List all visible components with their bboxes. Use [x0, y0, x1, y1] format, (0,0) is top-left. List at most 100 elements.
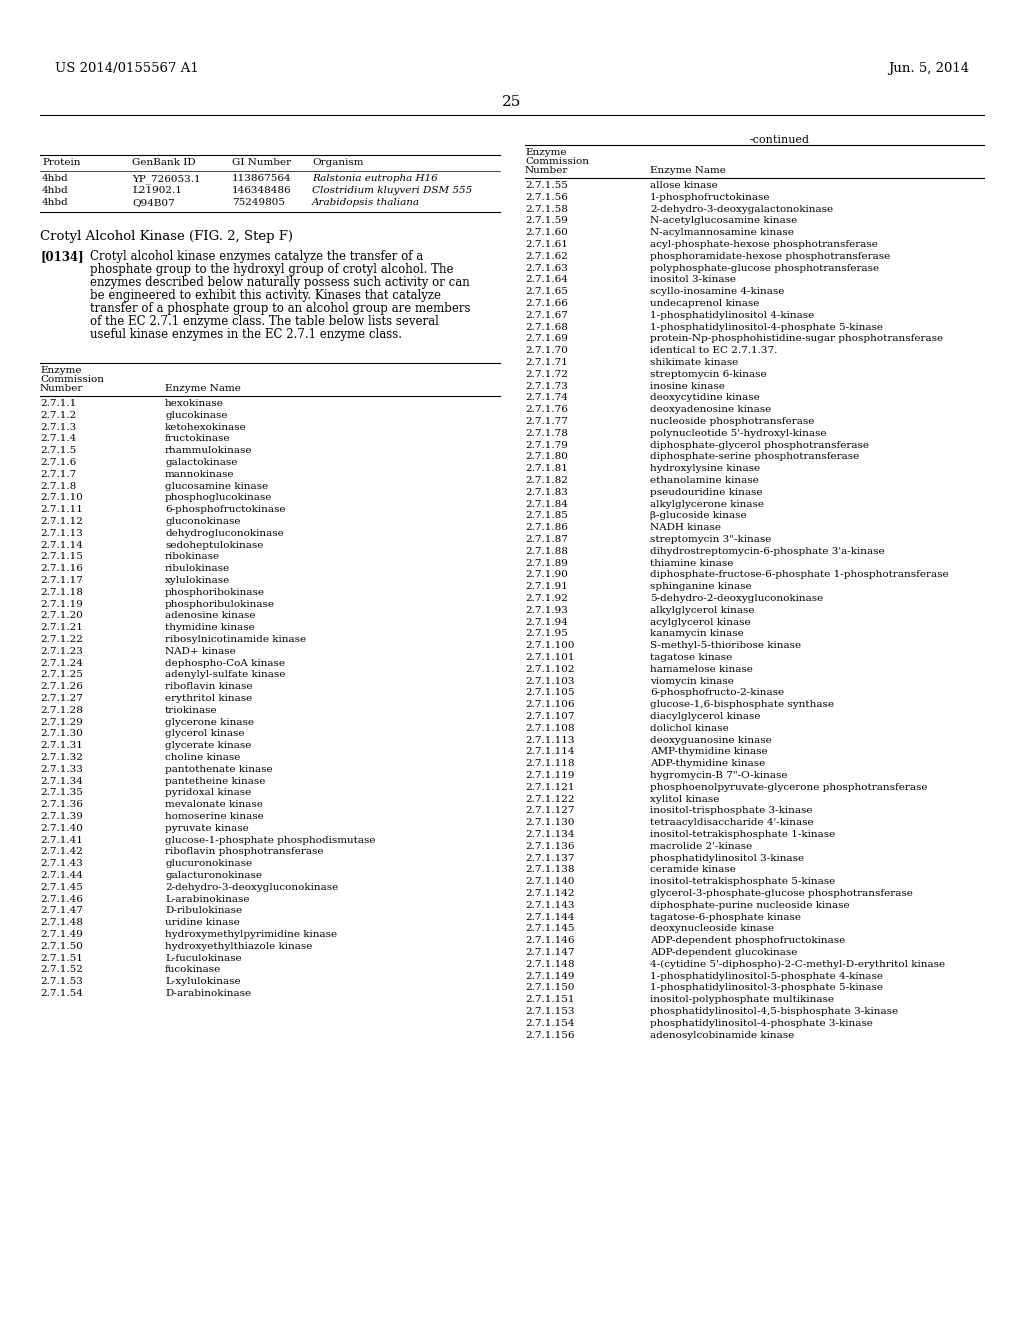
Text: 2.7.1.147: 2.7.1.147 [525, 948, 574, 957]
Text: alkylglycerol kinase: alkylglycerol kinase [650, 606, 755, 615]
Text: diphosphate-fructose-6-phosphate 1-phosphotransferase: diphosphate-fructose-6-phosphate 1-phosp… [650, 570, 948, 579]
Text: 2.7.1.12: 2.7.1.12 [40, 517, 83, 525]
Text: 2.7.1.52: 2.7.1.52 [40, 965, 83, 974]
Text: transfer of a phosphate group to an alcohol group are members: transfer of a phosphate group to an alco… [90, 302, 470, 315]
Text: 2.7.1.16: 2.7.1.16 [40, 564, 83, 573]
Text: 2.7.1.31: 2.7.1.31 [40, 742, 83, 750]
Text: pantetheine kinase: pantetheine kinase [165, 776, 265, 785]
Text: 2.7.1.108: 2.7.1.108 [525, 723, 574, 733]
Text: L-fuculokinase: L-fuculokinase [165, 953, 242, 962]
Text: -continued: -continued [750, 135, 810, 145]
Text: adenylyl-sulfate kinase: adenylyl-sulfate kinase [165, 671, 286, 680]
Text: 2.7.1.29: 2.7.1.29 [40, 718, 83, 726]
Text: 5-dehydro-2-deoxygluconokinase: 5-dehydro-2-deoxygluconokinase [650, 594, 823, 603]
Text: 2.7.1.82: 2.7.1.82 [525, 477, 568, 484]
Text: 2.7.1.24: 2.7.1.24 [40, 659, 83, 668]
Text: 2.7.1.102: 2.7.1.102 [525, 665, 574, 673]
Text: Protein: Protein [42, 158, 81, 168]
Text: 2.7.1.47: 2.7.1.47 [40, 907, 83, 915]
Text: Commission: Commission [40, 375, 104, 384]
Text: [0134]: [0134] [40, 249, 84, 263]
Text: identical to EC 2.7.1.37.: identical to EC 2.7.1.37. [650, 346, 777, 355]
Text: 2.7.1.86: 2.7.1.86 [525, 523, 568, 532]
Text: AMP-thymidine kinase: AMP-thymidine kinase [650, 747, 768, 756]
Text: 2.7.1.121: 2.7.1.121 [525, 783, 574, 792]
Text: allose kinase: allose kinase [650, 181, 718, 190]
Text: Jun. 5, 2014: Jun. 5, 2014 [888, 62, 969, 75]
Text: 2.7.1.79: 2.7.1.79 [525, 441, 568, 450]
Text: 2.7.1.61: 2.7.1.61 [525, 240, 568, 249]
Text: tetraacyldisaccharide 4'-kinase: tetraacyldisaccharide 4'-kinase [650, 818, 814, 828]
Text: L-arabinokinase: L-arabinokinase [165, 895, 250, 904]
Text: hamamelose kinase: hamamelose kinase [650, 665, 753, 673]
Text: 2.7.1.146: 2.7.1.146 [525, 936, 574, 945]
Text: 2.7.1.149: 2.7.1.149 [525, 972, 574, 981]
Text: 2.7.1.84: 2.7.1.84 [525, 499, 568, 508]
Text: 2.7.1.18: 2.7.1.18 [40, 587, 83, 597]
Text: D-ribulokinase: D-ribulokinase [165, 907, 242, 915]
Text: 2.7.1.3: 2.7.1.3 [40, 422, 76, 432]
Text: ketohexokinase: ketohexokinase [165, 422, 247, 432]
Text: mevalonate kinase: mevalonate kinase [165, 800, 263, 809]
Text: dolichol kinase: dolichol kinase [650, 723, 729, 733]
Text: macrolide 2'-kinase: macrolide 2'-kinase [650, 842, 753, 851]
Text: 2.7.1.94: 2.7.1.94 [525, 618, 568, 627]
Text: 2.7.1.34: 2.7.1.34 [40, 776, 83, 785]
Text: adenosine kinase: adenosine kinase [165, 611, 256, 620]
Text: 2.7.1.54: 2.7.1.54 [40, 989, 83, 998]
Text: Q94B07: Q94B07 [132, 198, 175, 207]
Text: 2.7.1.13: 2.7.1.13 [40, 529, 83, 537]
Text: be engineered to exhibit this activity. Kinases that catalyze: be engineered to exhibit this activity. … [90, 289, 441, 302]
Text: pantothenate kinase: pantothenate kinase [165, 764, 272, 774]
Text: 2.7.1.137: 2.7.1.137 [525, 854, 574, 862]
Text: nucleoside phosphotransferase: nucleoside phosphotransferase [650, 417, 814, 426]
Text: 2.7.1.22: 2.7.1.22 [40, 635, 83, 644]
Text: inositol-tetrakisphosphate 1-kinase: inositol-tetrakisphosphate 1-kinase [650, 830, 836, 840]
Text: 2.7.1.46: 2.7.1.46 [40, 895, 83, 904]
Text: 2.7.1.7: 2.7.1.7 [40, 470, 76, 479]
Text: 6-phosphofructokinase: 6-phosphofructokinase [165, 506, 286, 515]
Text: 2.7.1.56: 2.7.1.56 [525, 193, 568, 202]
Text: 2.7.1.93: 2.7.1.93 [525, 606, 568, 615]
Text: L21902.1: L21902.1 [132, 186, 182, 195]
Text: 2.7.1.122: 2.7.1.122 [525, 795, 574, 804]
Text: 2.7.1.85: 2.7.1.85 [525, 511, 568, 520]
Text: 2.7.1.71: 2.7.1.71 [525, 358, 568, 367]
Text: 1-phosphatidylinositol 4-kinase: 1-phosphatidylinositol 4-kinase [650, 310, 814, 319]
Text: 1-phosphatidylinositol-3-phosphate 5-kinase: 1-phosphatidylinositol-3-phosphate 5-kin… [650, 983, 883, 993]
Text: hexokinase: hexokinase [165, 399, 224, 408]
Text: 2.7.1.130: 2.7.1.130 [525, 818, 574, 828]
Text: 2.7.1.25: 2.7.1.25 [40, 671, 83, 680]
Text: 2.7.1.80: 2.7.1.80 [525, 453, 568, 462]
Text: triokinase: triokinase [165, 706, 218, 715]
Text: 2.7.1.119: 2.7.1.119 [525, 771, 574, 780]
Text: 1-phosphofructokinase: 1-phosphofructokinase [650, 193, 770, 202]
Text: phosphoglucokinase: phosphoglucokinase [165, 494, 272, 503]
Text: 2.7.1.105: 2.7.1.105 [525, 689, 574, 697]
Text: 2.7.1.4: 2.7.1.4 [40, 434, 76, 444]
Text: 2.7.1.66: 2.7.1.66 [525, 300, 568, 308]
Text: 2.7.1.113: 2.7.1.113 [525, 735, 574, 744]
Text: 2.7.1.69: 2.7.1.69 [525, 334, 568, 343]
Text: 2.7.1.6: 2.7.1.6 [40, 458, 76, 467]
Text: glucosamine kinase: glucosamine kinase [165, 482, 268, 491]
Text: 2.7.1.142: 2.7.1.142 [525, 888, 574, 898]
Text: 2.7.1.72: 2.7.1.72 [525, 370, 568, 379]
Text: 25: 25 [503, 95, 521, 110]
Text: 2.7.1.136: 2.7.1.136 [525, 842, 574, 851]
Text: 2.7.1.27: 2.7.1.27 [40, 694, 83, 704]
Text: 2.7.1.19: 2.7.1.19 [40, 599, 83, 609]
Text: galacturonokinase: galacturonokinase [165, 871, 262, 880]
Text: 2-dehydro-3-deoxygalactonokinase: 2-dehydro-3-deoxygalactonokinase [650, 205, 834, 214]
Text: ADP-thymidine kinase: ADP-thymidine kinase [650, 759, 765, 768]
Text: 2.7.1.42: 2.7.1.42 [40, 847, 83, 857]
Text: 2.7.1.15: 2.7.1.15 [40, 552, 83, 561]
Text: 2.7.1.49: 2.7.1.49 [40, 931, 83, 939]
Text: homoserine kinase: homoserine kinase [165, 812, 264, 821]
Text: 4hbd: 4hbd [42, 198, 69, 207]
Text: 2.7.1.14: 2.7.1.14 [40, 541, 83, 549]
Text: xylitol kinase: xylitol kinase [650, 795, 720, 804]
Text: uridine kinase: uridine kinase [165, 919, 240, 927]
Text: deoxyadenosine kinase: deoxyadenosine kinase [650, 405, 771, 414]
Text: 2.7.1.90: 2.7.1.90 [525, 570, 568, 579]
